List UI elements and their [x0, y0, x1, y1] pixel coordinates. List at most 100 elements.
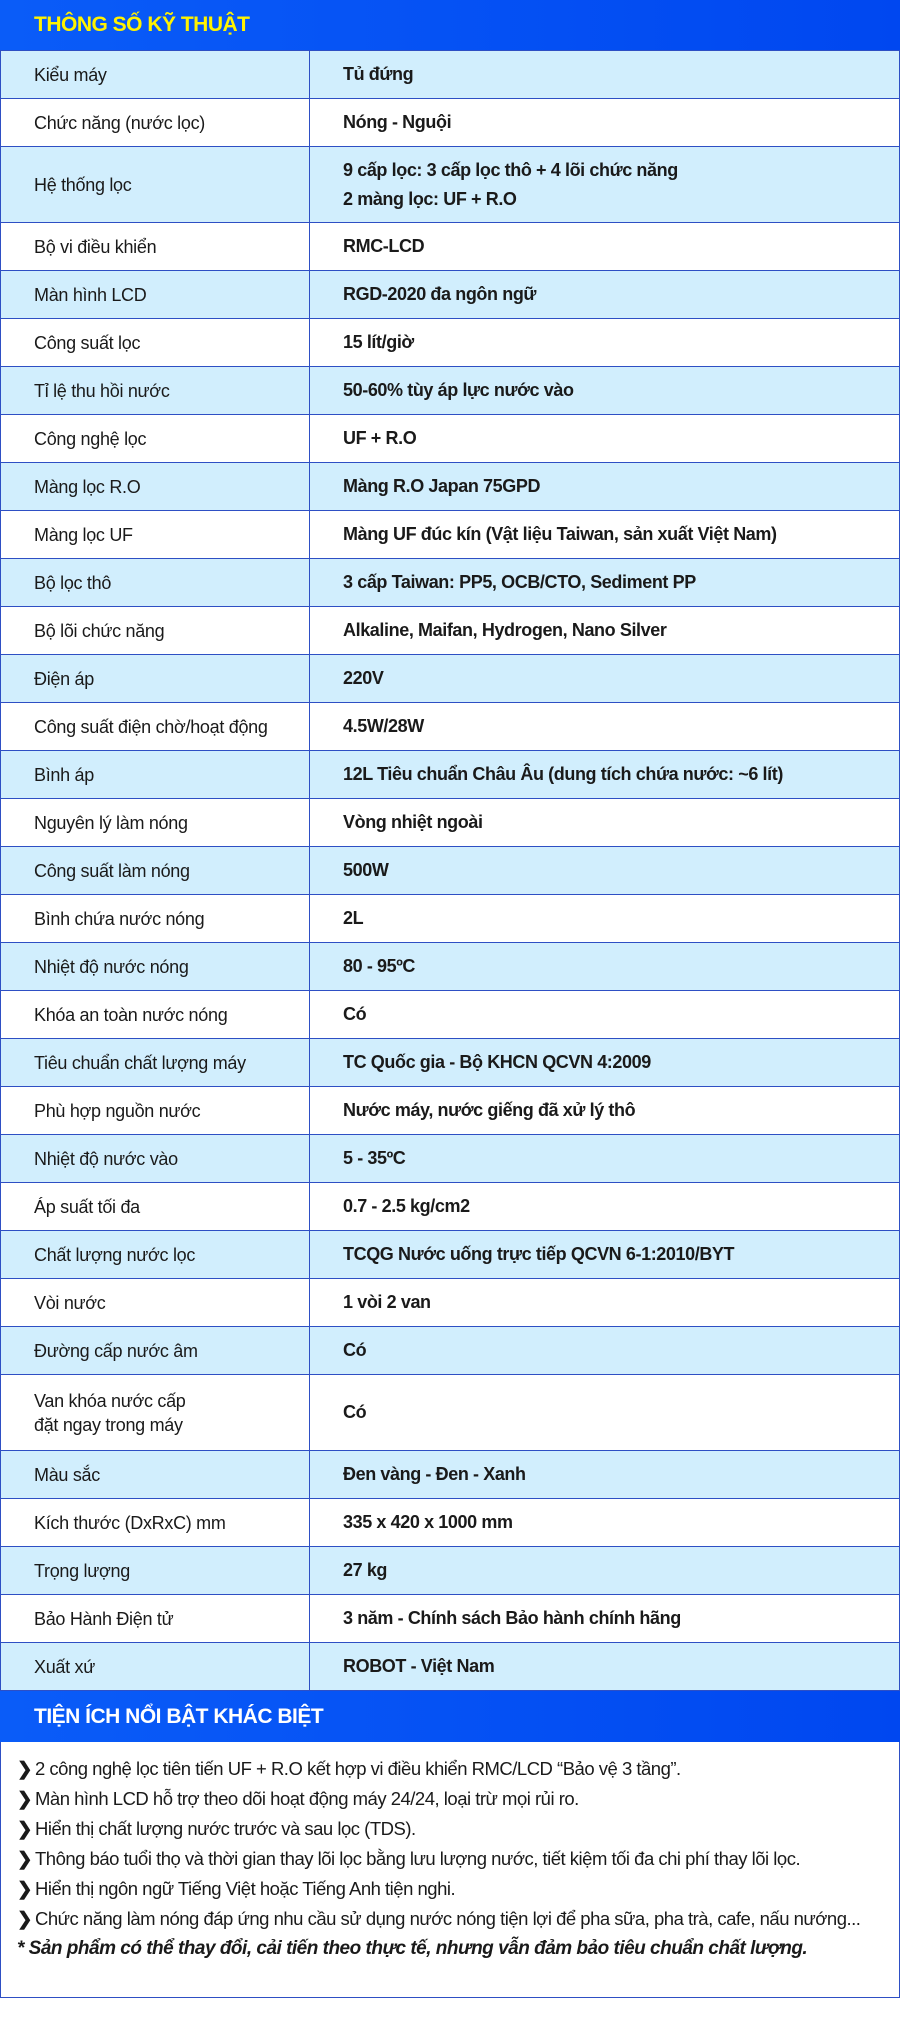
spec-row: Bình chứa nước nóng 2L	[0, 894, 900, 943]
spec-value: RMC-LCD	[309, 222, 900, 271]
spec-row: Màng lọc R.O Màng R.O Japan 75GPD	[0, 462, 900, 511]
feature-item: ❯ 2 công nghệ lọc tiên tiến UF + R.O kết …	[17, 1754, 899, 1784]
specs-table: Kiểu máy Tủ đứng Chức năng (nước lọc) Nóng …	[0, 50, 900, 1691]
spec-value: 12L Tiêu chuẩn Châu Âu (dung tích chứa n…	[309, 750, 900, 799]
cell-text: Điện áp	[34, 668, 94, 689]
feature-text: Hiển thị chất lượng nước trước và sau lọ…	[35, 1818, 416, 1839]
spec-label: Bộ vi điều khiển	[0, 222, 310, 271]
cell-text: RMC-LCD	[343, 236, 425, 256]
spec-label: Van khóa nước cấp đặt ngay trong máy	[0, 1374, 310, 1451]
spec-value: Tủ đứng	[309, 50, 900, 99]
spec-label: Màu sắc	[0, 1450, 310, 1499]
feature-text: Thông báo tuổi thọ và thời gian thay lõi…	[35, 1848, 801, 1869]
specs-header: THÔNG SỐ KỸ THUẬT	[0, 0, 900, 50]
spec-value: 2L	[309, 894, 900, 943]
spec-row: Công suất lọc 15 lít/giờ	[0, 318, 900, 367]
cell-text: 1 vòi 2 van	[343, 1292, 431, 1312]
spec-row: Bộ vi điều khiển RMC-LCD	[0, 222, 900, 271]
cell-text: đặt ngay trong máy	[34, 1414, 183, 1435]
cell-text: Nguyên lý làm nóng	[34, 812, 188, 833]
cell-text: Chức năng (nước lọc)	[34, 112, 205, 133]
feature-text: Chức năng làm nóng đáp ứng nhu cầu sử dụ…	[35, 1908, 861, 1929]
spec-value: 0.7 - 2.5 kg/cm2	[309, 1182, 900, 1231]
spec-value: Alkaline, Maifan, Hydrogen, Nano Silver	[309, 606, 900, 655]
cell-text: Đen vàng - Đen - Xanh	[343, 1464, 526, 1484]
spec-row: Kiểu máy Tủ đứng	[0, 50, 900, 99]
cell-text: Công suất làm nóng	[34, 860, 190, 881]
spec-label: Khóa an toàn nước nóng	[0, 990, 310, 1039]
cell-text: UF + R.O	[343, 428, 417, 448]
cell-text: 3 cấp Taiwan: PP5, OCB/CTO, Sediment PP	[343, 572, 696, 592]
cell-text: RGD-2020 đa ngôn ngữ	[343, 284, 537, 304]
spec-label: Phù hợp nguồn nước	[0, 1086, 310, 1135]
cell-text: Có	[343, 1004, 367, 1024]
features-list: ❯ 2 công nghệ lọc tiên tiến UF + R.O kết …	[0, 1742, 900, 1998]
spec-label: Nhiệt độ nước nóng	[0, 942, 310, 991]
spec-value: Có	[309, 990, 900, 1039]
spec-value: TC Quốc gia - Bộ KHCN QCVN 4:2009	[309, 1038, 900, 1087]
features-header: TIỆN ÍCH NỔI BẬT KHÁC BIỆT	[0, 1691, 900, 1742]
spec-value: 27 kg	[309, 1546, 900, 1595]
cell-text: TC Quốc gia - Bộ KHCN QCVN 4:2009	[343, 1052, 651, 1072]
cell-text: 220V	[343, 668, 384, 688]
feature-text: Hiển thị ngôn ngữ Tiếng Việt hoặc Tiếng …	[35, 1878, 456, 1899]
spec-row: Xuất xứ ROBOT - Việt Nam	[0, 1642, 900, 1691]
cell-text: 5 - 35ºC	[343, 1148, 406, 1168]
spec-row: Đường cấp nước âm Có	[0, 1326, 900, 1375]
feature-text: 2 công nghệ lọc tiên tiến UF + R.O kết h…	[35, 1758, 681, 1779]
spec-row: Chất lượng nước lọc TCQG Nước uống trực t…	[0, 1230, 900, 1279]
cell-text: 80 - 95ºC	[343, 956, 416, 976]
spec-value: Có	[309, 1374, 900, 1451]
spec-label: Chất lượng nước lọc	[0, 1230, 310, 1279]
cell-text: Có	[343, 1340, 367, 1360]
spec-value: Vòng nhiệt ngoài	[309, 798, 900, 847]
cell-text: 0.7 - 2.5 kg/cm2	[343, 1196, 470, 1216]
spec-label: Bộ lõi chức năng	[0, 606, 310, 655]
feature-item: ❯ Màn hình LCD hỗ trợ theo dõi hoạt động …	[17, 1784, 899, 1814]
spec-label: Điện áp	[0, 654, 310, 703]
cell-text: Vòi nước	[34, 1292, 106, 1313]
spec-row: Van khóa nước cấp đặt ngay trong máy Có	[0, 1374, 900, 1451]
cell-text: Áp suất tối đa	[34, 1196, 140, 1217]
spec-value: 3 cấp Taiwan: PP5, OCB/CTO, Sediment PP	[309, 558, 900, 607]
spec-value: 80 - 95ºC	[309, 942, 900, 991]
spec-value: ROBOT - Việt Nam	[309, 1642, 900, 1691]
cell-text: TCQG Nước uống trực tiếp QCVN 6-1:2010/B…	[343, 1244, 735, 1264]
spec-label: Công suất lọc	[0, 318, 310, 367]
spec-value: RGD-2020 đa ngôn ngữ	[309, 270, 900, 319]
cell-text: Công suất lọc	[34, 332, 141, 353]
cell-text: Khóa an toàn nước nóng	[34, 1004, 228, 1025]
spec-row: Vòi nước 1 vòi 2 van	[0, 1278, 900, 1327]
features-title: TIỆN ÍCH NỔI BẬT KHÁC BIỆT	[34, 1704, 324, 1728]
spec-row: Công suất làm nóng 500W	[0, 846, 900, 895]
spec-value: 1 vòi 2 van	[309, 1278, 900, 1327]
cell-text: Kích thước (DxRxC) mm	[34, 1512, 226, 1533]
spec-label: Công suất làm nóng	[0, 846, 310, 895]
cell-text: 335 x 420 x 1000 mm	[343, 1512, 513, 1532]
spec-row: Công nghệ lọc UF + R.O	[0, 414, 900, 463]
cell-text: Nóng - Nguội	[343, 112, 452, 132]
spec-value: Nóng - Nguội	[309, 98, 900, 147]
spec-row: Áp suất tối đa 0.7 - 2.5 kg/cm2	[0, 1182, 900, 1231]
cell-text: Bộ lõi chức năng	[34, 620, 165, 641]
spec-value: 4.5W/28W	[309, 702, 900, 751]
spec-row: Khóa an toàn nước nóng Có	[0, 990, 900, 1039]
spec-label: Màng lọc R.O	[0, 462, 310, 511]
spec-label: Công suất điện chờ/hoạt động	[0, 702, 310, 751]
cell-text: Hệ thống lọc	[34, 174, 132, 195]
cell-text: Tỉ lệ thu hồi nước	[34, 380, 170, 401]
cell-text: Nhiệt độ nước nóng	[34, 956, 189, 977]
cell-text: 3 năm - Chính sách Bảo hành chính hãng	[343, 1608, 681, 1628]
spec-row: Chức năng (nước lọc) Nóng - Nguội	[0, 98, 900, 147]
cell-text: Tiêu chuẩn chất lượng máy	[34, 1052, 246, 1073]
cell-text: ROBOT - Việt Nam	[343, 1656, 495, 1676]
spec-label: Chức năng (nước lọc)	[0, 98, 310, 147]
cell-text: 4.5W/28W	[343, 716, 424, 736]
cell-text: Bình áp	[34, 764, 94, 785]
spec-row: Tỉ lệ thu hồi nước 50-60% tùy áp lực nước…	[0, 366, 900, 415]
spec-label: Tiêu chuẩn chất lượng máy	[0, 1038, 310, 1087]
spec-row: Bình áp 12L Tiêu chuẩn Châu Âu (dung tích…	[0, 750, 900, 799]
spec-label: Bình chứa nước nóng	[0, 894, 310, 943]
spec-label: Bảo Hành Điện tử	[0, 1594, 310, 1643]
chevron-right-icon: ❯	[17, 1878, 33, 1899]
